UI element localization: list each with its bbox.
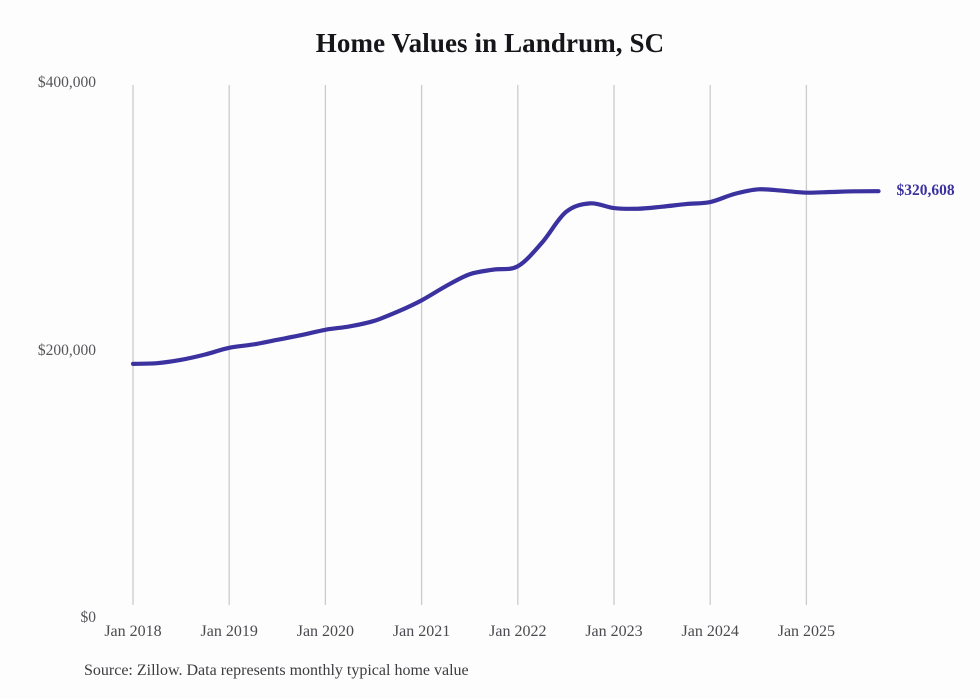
x-axis-tick-label: Jan 2019: [200, 623, 258, 640]
x-axis-tick-label: Jan 2023: [585, 623, 643, 640]
chart-title: Home Values in Landrum, SC: [315, 28, 665, 58]
end-value-annotation: $320,608: [896, 182, 955, 200]
value-line-series: [130, 187, 881, 366]
x-axis-tick-label: Jan 2022: [489, 623, 547, 640]
y-axis-tick-label: $200,000: [37, 341, 96, 359]
x-axis-tick-label: Jan 2025: [777, 623, 836, 640]
y-axis-tick-label: $0: [80, 609, 97, 626]
x-axis-tick-label: Jan 2018: [104, 623, 162, 640]
gridlines-group: [132, 85, 808, 605]
x-axis-tick-label: Jan 2020: [296, 623, 355, 640]
x-axis-tick-label: Jan 2024: [681, 623, 739, 640]
y-axis-tick-label: $400,000: [37, 74, 96, 91]
x-axis-tick-label: Jan 2021: [392, 623, 451, 640]
source-note: Source: Zillow. Data represents monthly …: [84, 662, 469, 679]
